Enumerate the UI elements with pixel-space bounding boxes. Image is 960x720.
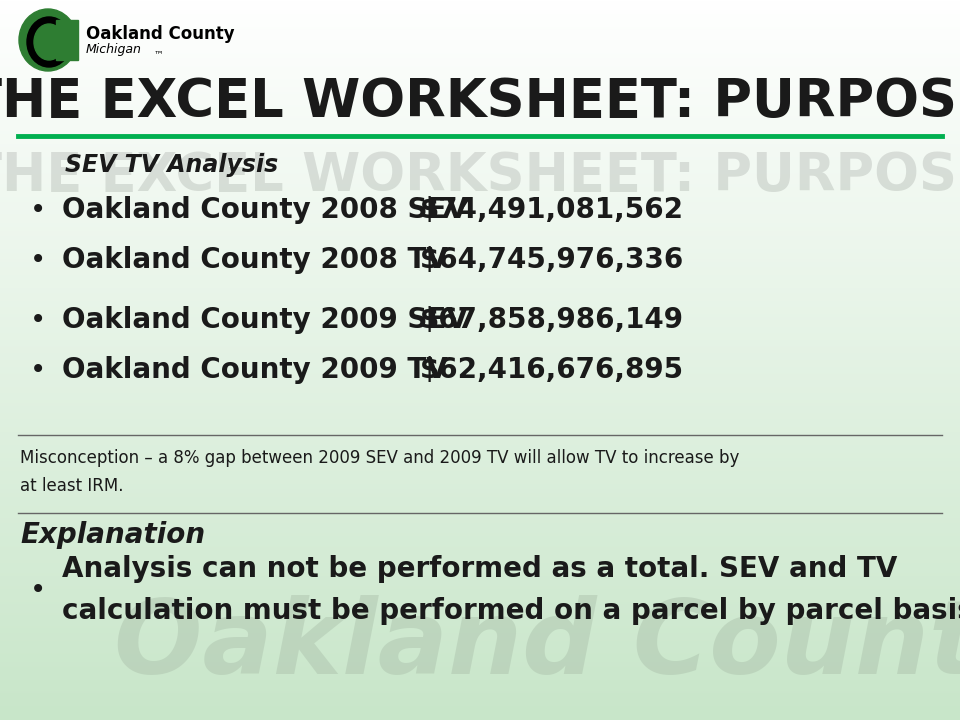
Text: ™: ™ bbox=[154, 49, 164, 59]
Text: THE EXCEL WORKSHEET: PURPOSE: THE EXCEL WORKSHEET: PURPOSE bbox=[0, 150, 960, 202]
Text: Michigan: Michigan bbox=[86, 43, 142, 56]
Text: THE EXCEL WORKSHEET: PURPOSE: THE EXCEL WORKSHEET: PURPOSE bbox=[0, 76, 960, 128]
Text: •: • bbox=[30, 246, 46, 274]
Text: •: • bbox=[30, 576, 46, 604]
Text: Oakland County 2009 TV: Oakland County 2009 TV bbox=[62, 356, 447, 384]
Text: •: • bbox=[30, 196, 46, 224]
Text: Analysis can not be performed as a total. SEV and TV
calculation must be perform: Analysis can not be performed as a total… bbox=[62, 555, 960, 625]
Text: Oakland County: Oakland County bbox=[113, 595, 960, 696]
Ellipse shape bbox=[19, 9, 77, 71]
Text: •: • bbox=[30, 306, 46, 334]
Bar bbox=[56, 20, 78, 60]
Text: $74,491,081,562: $74,491,081,562 bbox=[420, 196, 684, 224]
Text: $64,745,976,336: $64,745,976,336 bbox=[420, 246, 684, 274]
Ellipse shape bbox=[27, 17, 71, 67]
Text: $67,858,986,149: $67,858,986,149 bbox=[420, 306, 684, 334]
Text: •: • bbox=[30, 356, 46, 384]
Text: $62,416,676,895: $62,416,676,895 bbox=[420, 356, 684, 384]
Text: SEV TV Analysis: SEV TV Analysis bbox=[65, 153, 278, 177]
Text: Oakland County 2008 SEV: Oakland County 2008 SEV bbox=[62, 196, 468, 224]
Text: Oakland County 2009 SEV: Oakland County 2009 SEV bbox=[62, 306, 468, 334]
Text: Oakland County 2008 TV: Oakland County 2008 TV bbox=[62, 246, 448, 274]
Text: Explanation: Explanation bbox=[20, 521, 205, 549]
Text: Oakland County: Oakland County bbox=[86, 25, 234, 43]
Text: Misconception – a 8% gap between 2009 SEV and 2009 TV will allow TV to increase : Misconception – a 8% gap between 2009 SE… bbox=[20, 449, 739, 495]
Ellipse shape bbox=[34, 24, 64, 60]
